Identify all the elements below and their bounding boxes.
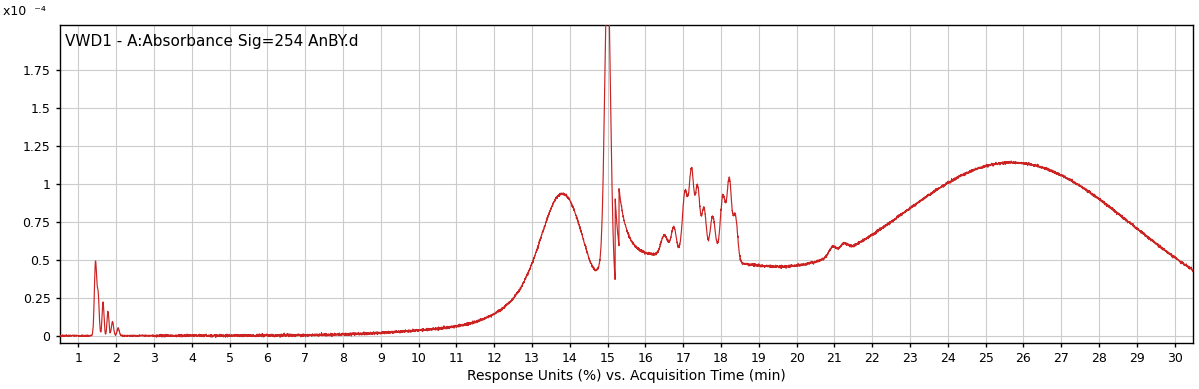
X-axis label: Response Units (%) vs. Acquisition Time (min): Response Units (%) vs. Acquisition Time … <box>468 370 785 384</box>
Text: x10  ⁻⁴: x10 ⁻⁴ <box>4 5 46 18</box>
Text: VWD1 - A:Absorbance Sig=254 AnBY.d: VWD1 - A:Absorbance Sig=254 AnBY.d <box>65 34 359 49</box>
